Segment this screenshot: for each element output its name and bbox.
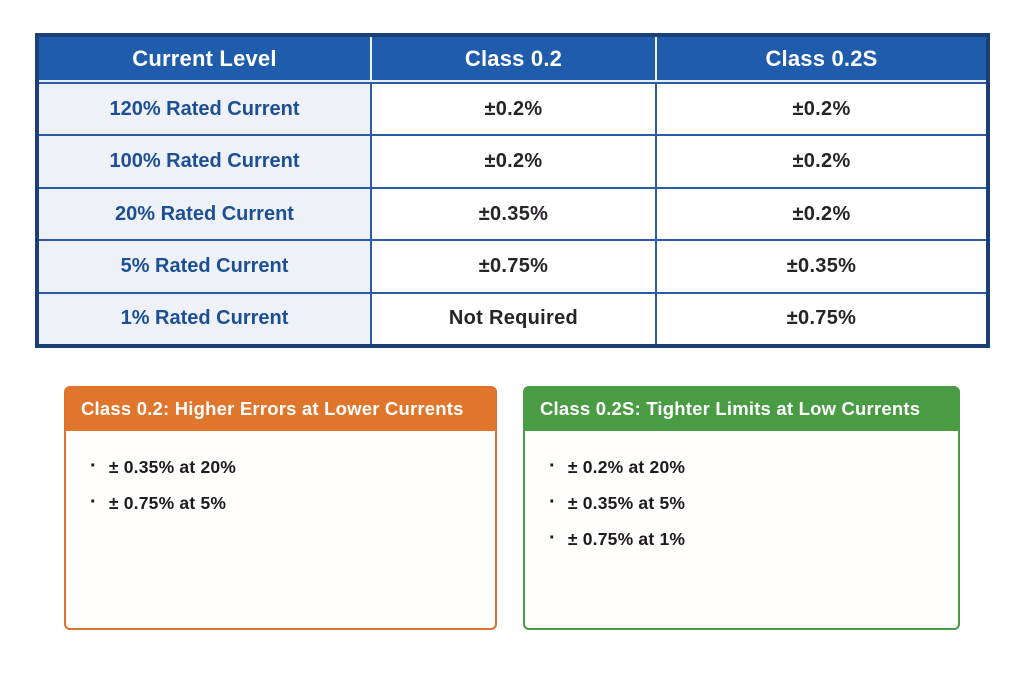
bullet-text: ± 0.35% at 5% (567, 493, 686, 513)
list-item: · ± 0.2% at 20% (549, 455, 944, 478)
list-item: · ± 0.35% at 5% (549, 491, 944, 514)
bullet-text: ± 0.2% at 20% (567, 457, 686, 477)
list-item: · ± 0.35% at 20% (90, 455, 481, 478)
list-item: · ± 0.75% at 1% (549, 527, 944, 550)
class02s-value-cell: ±0.75% (655, 293, 986, 345)
callout-class-02s: Class 0.2S: Tighter Limits at Low Curren… (523, 386, 960, 630)
bullet-text: ± 0.75% at 1% (567, 529, 686, 549)
bullet-text: ± 0.75% at 5% (108, 493, 227, 513)
table-row: 20% Rated Current ±0.35% ±0.2% (39, 186, 986, 240)
bullet-icon: · (549, 455, 556, 477)
table-row: 120% Rated Current ±0.2% ±0.2% (39, 82, 986, 135)
class02s-value-cell: ±0.2% (655, 136, 986, 187)
row-label-cell: 100% Rated Current (39, 136, 370, 187)
header-cell-current-level: Current Level (132, 45, 277, 71)
row-label-cell: 20% Rated Current (39, 188, 370, 240)
row-label-cell: 1% Rated Current (39, 293, 370, 345)
header-cell-class-02s: Class 0.2S (655, 37, 986, 80)
table-header-row: Current Level Class 0.2 Class 0.2S (39, 37, 986, 82)
bullet-text: ± 0.35% at 20% (108, 457, 237, 477)
accuracy-comparison-table: Current Level Class 0.2 Class 0.2S 120% … (35, 33, 990, 348)
list-item: · ± 0.75% at 5% (90, 491, 481, 514)
class02-value-cell: ±0.2% (369, 136, 655, 187)
bullet-icon: · (549, 491, 556, 513)
class02-value-cell: ±0.35% (369, 188, 655, 240)
callout-class-02s-body: · ± 0.2% at 20% · ± 0.35% at 5% · ± 0.75… (525, 431, 958, 565)
class02-value-cell: ±0.2% (369, 84, 655, 135)
class02s-value-cell: ±0.35% (655, 241, 986, 292)
bullet-icon: · (90, 455, 97, 477)
row-label-cell: 5% Rated Current (39, 241, 370, 292)
class02s-value-cell: ±0.2% (655, 188, 986, 240)
callout-class-02s-title: Class 0.2S: Tighter Limits at Low Curren… (524, 387, 959, 431)
bullet-icon: · (549, 527, 556, 549)
callout-class-02-title: Class 0.2: Higher Errors at Lower Curren… (65, 387, 496, 431)
header-cell-class-02: Class 0.2 (369, 37, 655, 80)
callout-class-02: Class 0.2: Higher Errors at Lower Curren… (64, 386, 497, 630)
class02s-value-cell: ±0.2% (655, 84, 986, 135)
class02-value-cell: ±0.75% (369, 241, 655, 292)
table-row: 1% Rated Current Not Required ±0.75% (39, 291, 986, 345)
table-row: 5% Rated Current ±0.75% ±0.35% (39, 239, 986, 292)
table-row: 100% Rated Current ±0.2% ±0.2% (39, 134, 986, 187)
bullet-icon: · (90, 491, 97, 513)
callout-class-02-body: · ± 0.35% at 20% · ± 0.75% at 5% (66, 431, 495, 529)
row-label-cell: 120% Rated Current (39, 84, 370, 135)
class02-value-cell: Not Required (369, 293, 655, 345)
